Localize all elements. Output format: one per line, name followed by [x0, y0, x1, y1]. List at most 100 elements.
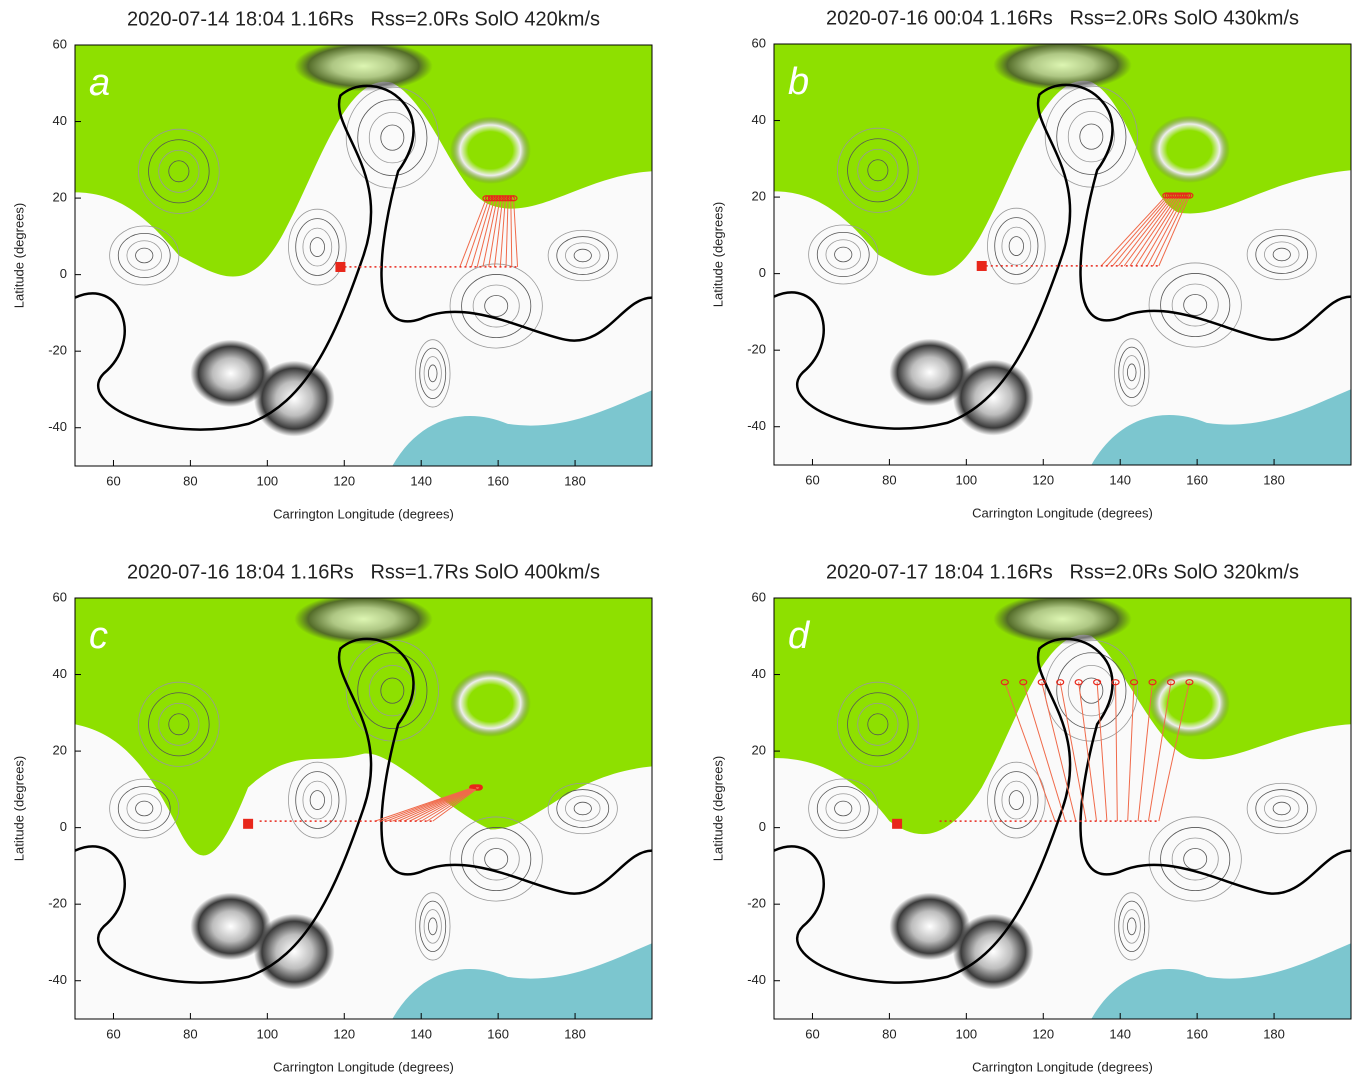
- y-axis-label: Latitude (degrees): [11, 756, 26, 862]
- x-tick-label: 80: [882, 1026, 896, 1041]
- y-tick-label: 20: [53, 743, 67, 758]
- x-tick-label: 180: [564, 1026, 586, 1041]
- y-tick-label: 40: [53, 113, 67, 128]
- contour: [858, 149, 898, 191]
- field-line: [1130, 196, 1178, 266]
- contour: [118, 233, 170, 277]
- footpoint: [1149, 680, 1156, 685]
- footpoint: [499, 196, 506, 201]
- contour: [987, 762, 1045, 838]
- contour: [118, 786, 170, 830]
- contour: [1009, 791, 1023, 810]
- x-tick-label: 160: [1186, 472, 1208, 487]
- contour: [987, 208, 1045, 284]
- y-tick-label: 0: [60, 266, 67, 281]
- contour: [296, 219, 339, 276]
- contour: [1127, 918, 1136, 935]
- y-tick-label: 60: [752, 589, 766, 604]
- y-axis-label: Latitude (degrees): [710, 202, 725, 308]
- contour: [450, 817, 542, 901]
- y-tick-label: -20: [747, 342, 766, 357]
- y-tick-label: 40: [752, 112, 766, 127]
- contour: [127, 241, 162, 270]
- contour: [1114, 339, 1149, 406]
- contour: [548, 783, 617, 834]
- field-line: [511, 198, 512, 267]
- contour: [110, 779, 179, 838]
- contour: [1273, 248, 1290, 261]
- field-blob: [190, 892, 272, 961]
- x-axis-label: Carrington Longitude (degrees): [273, 506, 454, 521]
- contour: [1256, 236, 1308, 274]
- contour: [1114, 893, 1149, 960]
- plot-frame: [74, 597, 653, 1020]
- contour: [420, 348, 446, 399]
- field-line: [1159, 682, 1190, 821]
- map-shapes: [75, 45, 652, 466]
- contour: [837, 682, 918, 766]
- x-tick-label: 80: [183, 473, 197, 488]
- y-tick-label: 0: [759, 819, 766, 834]
- contour: [1256, 790, 1308, 828]
- field-line: [471, 198, 491, 267]
- field-line: [1107, 196, 1169, 266]
- open-field-region: [75, 45, 652, 277]
- field-line: [421, 787, 478, 821]
- x-tick-label: 140: [410, 473, 432, 488]
- footpoint: [1001, 680, 1008, 685]
- x-tick-label: 100: [955, 1026, 977, 1041]
- contour: [310, 238, 324, 257]
- panel-label: d: [788, 615, 811, 657]
- contour: [358, 100, 427, 176]
- field-blob: [253, 913, 335, 990]
- contour: [1123, 910, 1140, 944]
- field-line: [404, 787, 476, 821]
- field-blob: [952, 913, 1034, 990]
- x-tick-label: 140: [1109, 472, 1131, 487]
- footpoint: [1131, 680, 1138, 685]
- open-field-region: [774, 598, 1351, 835]
- contour: [428, 365, 437, 382]
- contour: [1161, 827, 1230, 890]
- x-tick-label: 80: [882, 472, 896, 487]
- south-region: [392, 390, 652, 466]
- contour: [1123, 356, 1140, 390]
- map: b: [774, 44, 1351, 465]
- contour: [1264, 796, 1299, 821]
- field-blob: [993, 598, 1132, 645]
- map: d: [774, 598, 1351, 1019]
- open-field-region: [75, 598, 652, 856]
- field-line: [1118, 196, 1173, 266]
- contour: [288, 762, 346, 838]
- field-blob: [253, 360, 335, 437]
- contour: [1068, 111, 1114, 162]
- x-tick-label: 180: [564, 473, 586, 488]
- field-blob: [889, 892, 971, 961]
- contour: [485, 295, 508, 316]
- field-line: [427, 787, 478, 821]
- map-shapes: [75, 598, 652, 1019]
- field-line: [477, 198, 494, 267]
- contour: [848, 139, 909, 202]
- contour: [1057, 99, 1126, 175]
- x-tick-label: 100: [256, 1026, 278, 1041]
- y-tick-label: -40: [48, 972, 67, 987]
- contour: [1068, 665, 1114, 716]
- panel-label: b: [788, 61, 809, 103]
- contour: [565, 243, 600, 268]
- contour: [1149, 817, 1241, 901]
- contour: [837, 128, 918, 212]
- contour: [1119, 347, 1145, 398]
- field-line: [466, 198, 489, 267]
- contour: [557, 237, 609, 275]
- contour: [848, 693, 909, 756]
- footpoint: [507, 196, 514, 201]
- x-tick-label: 60: [106, 1026, 120, 1041]
- panel: 2020-07-16 00:04 1.16Rs Rss=2.0Rs SolO 4…: [710, 7, 1352, 520]
- contour: [1273, 802, 1290, 815]
- contour: [1119, 901, 1145, 952]
- contour: [303, 781, 332, 819]
- field-line: [500, 198, 505, 267]
- field-line: [483, 198, 497, 267]
- field-line: [514, 198, 518, 267]
